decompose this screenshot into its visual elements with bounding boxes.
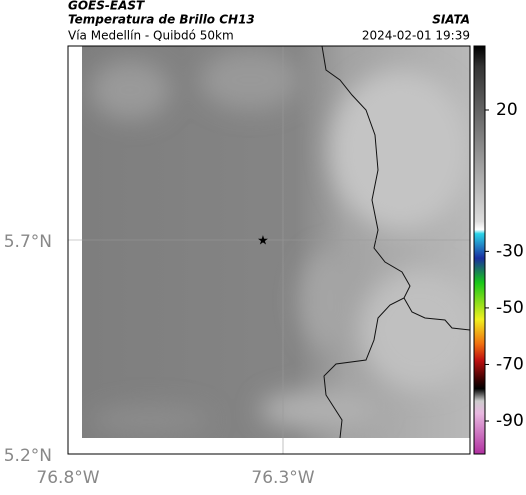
colorbar-tick-label: -30 bbox=[496, 241, 524, 261]
boundary bbox=[403, 297, 470, 331]
map-frame bbox=[67, 45, 471, 455]
colorbar-tick-label: 20 bbox=[496, 100, 518, 120]
agency: SIATA bbox=[432, 13, 470, 27]
lat-label: 5.7°N bbox=[4, 232, 52, 252]
boundary bbox=[321, 46, 411, 438]
satellite-image bbox=[82, 46, 470, 438]
location-marker: ★ bbox=[257, 234, 269, 249]
lon-label: 76.8°W bbox=[36, 468, 99, 488]
title: Temperatura de Brillo CH13 bbox=[68, 13, 255, 27]
subtitle: Vía Medellín - Quibdó 50km bbox=[68, 29, 234, 43]
source: GOES-EAST bbox=[68, 0, 145, 13]
colorbar-tick-label: -70 bbox=[496, 354, 524, 374]
lon-label: 76.3°W bbox=[251, 468, 314, 488]
colorbar-tick-label: -90 bbox=[496, 411, 524, 431]
colorbar-tick-label: -50 bbox=[496, 298, 524, 318]
colorbar-ticks: 20 -30 -50 -70 -90 bbox=[485, 100, 524, 431]
timestamp: 2024-02-01 19:39 bbox=[362, 29, 470, 43]
colorbar bbox=[473, 45, 486, 455]
lat-label: 5.2°N bbox=[4, 446, 52, 466]
